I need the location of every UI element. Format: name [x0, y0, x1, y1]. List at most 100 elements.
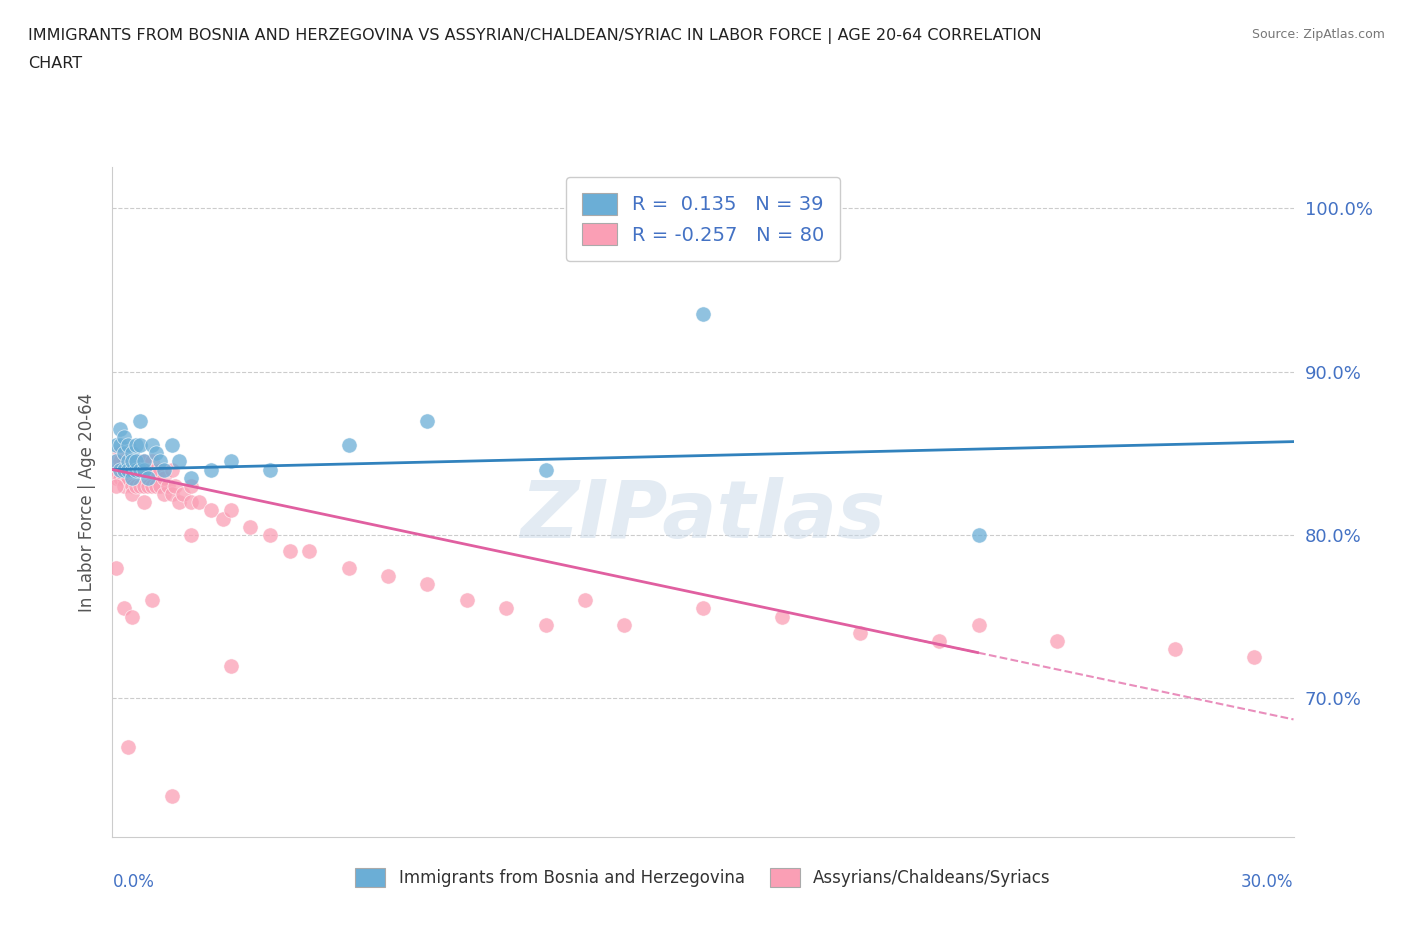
Point	[110, 462, 132, 477]
Point	[180, 527, 202, 542]
Point	[105, 471, 128, 485]
Text: 30.0%: 30.0%	[1241, 873, 1294, 891]
Point	[145, 478, 167, 493]
Point	[239, 519, 262, 534]
Point	[456, 592, 478, 607]
Point	[219, 503, 242, 518]
Point	[337, 560, 360, 575]
Text: Source: ZipAtlas.com: Source: ZipAtlas.com	[1251, 28, 1385, 41]
Point	[169, 495, 191, 510]
Text: CHART: CHART	[28, 56, 82, 71]
Point	[200, 503, 222, 518]
Point	[121, 445, 143, 460]
Point	[180, 478, 202, 493]
Point	[416, 413, 439, 428]
Point	[149, 462, 172, 477]
Point	[132, 462, 155, 477]
Point	[117, 462, 139, 477]
Point	[160, 462, 183, 477]
Point	[105, 454, 128, 469]
Point	[495, 601, 517, 616]
Point	[105, 560, 128, 575]
Point	[112, 430, 135, 445]
Point	[129, 438, 152, 453]
Point	[121, 454, 143, 469]
Point	[141, 478, 163, 493]
Point	[298, 544, 321, 559]
Point	[125, 454, 148, 469]
Point	[121, 471, 143, 485]
Point	[136, 471, 159, 485]
Point	[121, 486, 143, 501]
Point	[180, 495, 202, 510]
Point	[112, 478, 135, 493]
Point	[211, 512, 233, 526]
Point	[967, 618, 990, 632]
Text: ZIPatlas: ZIPatlas	[520, 476, 886, 554]
Point	[152, 471, 174, 485]
Point	[172, 486, 194, 501]
Point	[110, 462, 132, 477]
Point	[112, 462, 135, 477]
Text: IMMIGRANTS FROM BOSNIA AND HERZEGOVINA VS ASSYRIAN/CHALDEAN/SYRIAC IN LABOR FORC: IMMIGRANTS FROM BOSNIA AND HERZEGOVINA V…	[28, 28, 1042, 44]
Point	[692, 307, 714, 322]
Point	[141, 462, 163, 477]
Point	[136, 478, 159, 493]
Point	[574, 592, 596, 607]
Point	[200, 462, 222, 477]
Point	[125, 462, 148, 477]
Point	[1243, 650, 1265, 665]
Point	[136, 462, 159, 477]
Point	[117, 462, 139, 477]
Point	[180, 471, 202, 485]
Point	[121, 454, 143, 469]
Point	[534, 618, 557, 632]
Point	[152, 462, 174, 477]
Point	[416, 577, 439, 591]
Point	[121, 478, 143, 493]
Point	[110, 471, 132, 485]
Point	[149, 478, 172, 493]
Point	[613, 618, 636, 632]
Point	[141, 592, 163, 607]
Point	[129, 462, 152, 477]
Point	[132, 454, 155, 469]
Point	[1046, 633, 1069, 648]
Point	[110, 438, 132, 453]
Point	[125, 462, 148, 477]
Point	[160, 789, 183, 804]
Point	[105, 478, 128, 493]
Point	[110, 445, 132, 460]
Point	[117, 739, 139, 754]
Point	[141, 454, 163, 469]
Point	[129, 454, 152, 469]
Point	[692, 601, 714, 616]
Point	[121, 462, 143, 477]
Point	[169, 454, 191, 469]
Point	[1164, 642, 1187, 657]
Point	[125, 454, 148, 469]
Point	[117, 454, 139, 469]
Point	[125, 478, 148, 493]
Point	[160, 486, 183, 501]
Point	[121, 462, 143, 477]
Point	[770, 609, 793, 624]
Point	[152, 486, 174, 501]
Point	[259, 527, 281, 542]
Point	[219, 658, 242, 673]
Point	[145, 462, 167, 477]
Point	[110, 421, 132, 436]
Point	[112, 462, 135, 477]
Point	[849, 625, 872, 640]
Point	[129, 413, 152, 428]
Point	[117, 438, 139, 453]
Point	[117, 471, 139, 485]
Y-axis label: In Labor Force | Age 20-64: In Labor Force | Age 20-64	[77, 392, 96, 612]
Point	[132, 495, 155, 510]
Point	[160, 438, 183, 453]
Point	[534, 462, 557, 477]
Point	[105, 454, 128, 469]
Point	[112, 454, 135, 469]
Point	[112, 471, 135, 485]
Point	[278, 544, 301, 559]
